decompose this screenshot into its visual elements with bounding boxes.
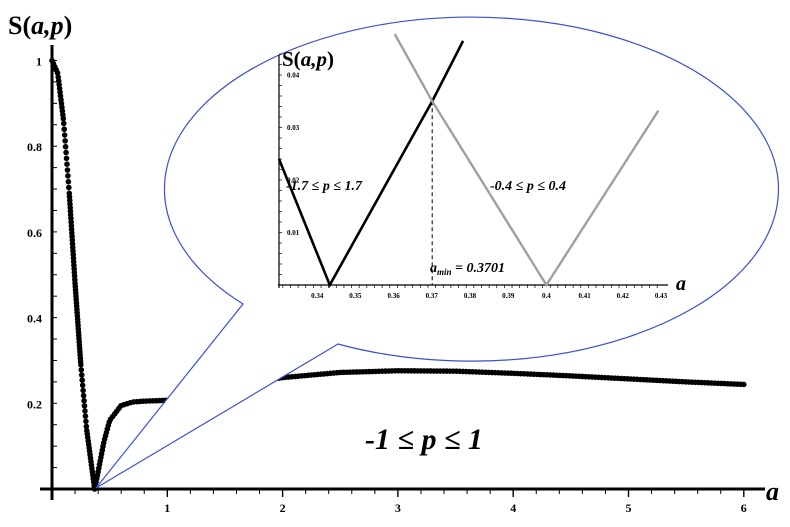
main-data-point xyxy=(80,392,87,399)
main-chart: 1 2 3 4 5 6 0.2 0.4 0.6 0.8 1 S(a,p) a -1 ≤ p ≤ 1 xyxy=(8,11,779,515)
zoom-callout xyxy=(95,16,779,489)
main-data-point xyxy=(82,413,89,419)
main-data-point xyxy=(61,126,68,133)
inset-y-axis-label: S(a,p) xyxy=(282,47,334,71)
inset-x-tick-label: 0.36 xyxy=(387,292,400,300)
main-data-point xyxy=(61,132,68,138)
inset-x-tick-label: 0.38 xyxy=(464,292,477,300)
inset-x-tick-label: 0.37 xyxy=(426,292,439,300)
callout-bubble xyxy=(95,16,779,489)
main-data-point xyxy=(63,155,70,162)
inset-annotation-narrow: -0.4 ≤ p ≤ 0.4 xyxy=(490,179,566,194)
main-data-point xyxy=(78,361,84,368)
inset-series-black xyxy=(277,40,465,289)
main-data-point xyxy=(82,408,88,414)
main-x-tick-label: 5 xyxy=(626,501,632,515)
inset-x-tick-label: 0.39 xyxy=(502,292,515,300)
main-annotation-p-range: -1 ≤ p ≤ 1 xyxy=(365,423,483,456)
main-y-tick-label: 0.6 xyxy=(27,226,42,240)
main-x-tick-label: 4 xyxy=(510,501,516,515)
inset-y-tick-label: 0.02 xyxy=(287,177,300,185)
main-data-point xyxy=(65,178,72,185)
main-data-point xyxy=(78,372,85,378)
main-x-tick-label: 1 xyxy=(164,501,170,515)
main-data-point xyxy=(79,382,86,389)
main-data-point xyxy=(83,423,90,430)
main-data-point xyxy=(64,161,70,167)
main-data-point xyxy=(65,173,71,179)
main-data-point xyxy=(54,70,61,76)
main-x-tick-label: 3 xyxy=(395,501,401,515)
main-x-axis-label: a xyxy=(766,477,779,506)
amin-label: amin = 0.3701 xyxy=(430,261,505,277)
inset-chart: 0.34 0.35 0.36 0.37 0.38 0.39 0.4 0.41 0.42 0.43 … xyxy=(277,33,686,300)
main-data-point xyxy=(64,167,71,173)
main-y-tick-label: 1 xyxy=(36,55,42,69)
inset-x-tick-label: 0.43 xyxy=(655,292,668,300)
inset-x-axis-label: a xyxy=(676,273,686,295)
main-x-tick-label: 2 xyxy=(280,501,286,515)
main-y-tick-label: 0.2 xyxy=(27,397,42,411)
inset-y-tick-label: 0.01 xyxy=(287,229,300,237)
inset-series-gray xyxy=(393,33,660,288)
main-data-point xyxy=(78,367,85,373)
main-y-axis-label: S(a,p) xyxy=(8,11,72,40)
main-data-point xyxy=(83,418,89,425)
main-x-tick-label: 6 xyxy=(741,501,747,515)
main-data-point xyxy=(62,138,68,144)
inset-y-tick-label: 0.03 xyxy=(287,124,300,132)
main-data-point xyxy=(80,387,86,394)
main-data-point xyxy=(66,184,72,191)
inset-x-tick-label: 0.41 xyxy=(578,292,591,300)
inset-x-tick-label: 0.42 xyxy=(617,292,630,300)
main-data-point xyxy=(60,115,67,122)
main-data-point xyxy=(81,397,87,404)
main-data-point xyxy=(81,403,88,409)
main-y-tick-label: 0.4 xyxy=(27,312,42,326)
inset-x-tick-label: 0.4 xyxy=(542,292,551,300)
main-data-point xyxy=(63,149,69,156)
main-data-point xyxy=(79,377,86,383)
inset-y-tick-label: 0.04 xyxy=(287,72,300,80)
inset-x-tick-label: 0.34 xyxy=(311,292,324,300)
main-data-point xyxy=(62,143,69,150)
main-y-tick-label: 0.8 xyxy=(27,140,42,154)
inset-annotation-wide: -1.7 ≤ p ≤ 1.7 xyxy=(286,179,363,194)
main-data-point xyxy=(60,120,67,127)
inset-x-tick-label: 0.35 xyxy=(349,292,362,300)
main-data-point xyxy=(741,381,747,388)
